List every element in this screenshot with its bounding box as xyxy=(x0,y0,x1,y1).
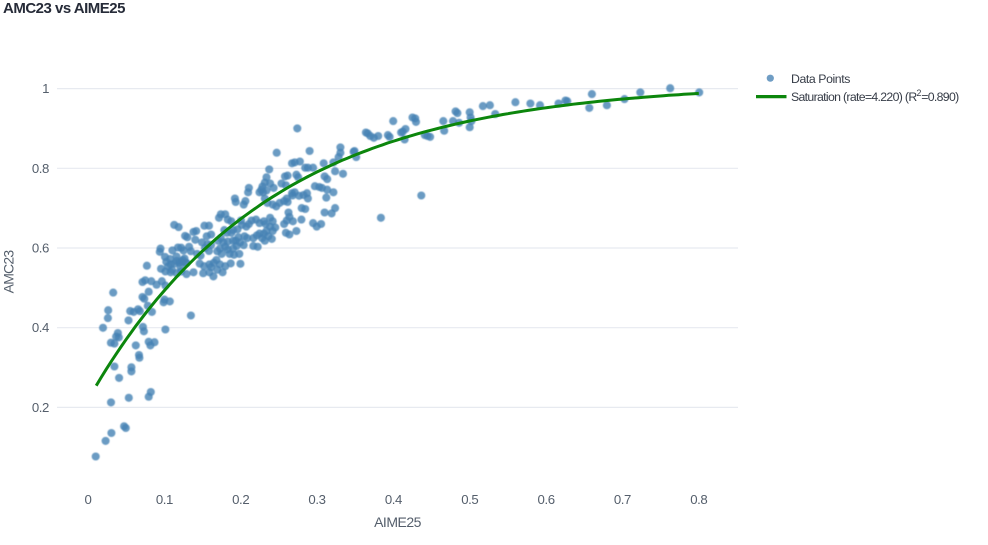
svg-text:0.2: 0.2 xyxy=(232,492,249,507)
svg-text:0.5: 0.5 xyxy=(461,492,478,507)
svg-text:0.4: 0.4 xyxy=(385,492,402,507)
svg-text:0.2: 0.2 xyxy=(32,400,49,415)
svg-text:0.8: 0.8 xyxy=(690,492,707,507)
svg-text:0.3: 0.3 xyxy=(308,492,325,507)
svg-text:AMC23: AMC23 xyxy=(1,250,17,294)
svg-text:Saturation (rate=4.220) (R2=0.: Saturation (rate=4.220) (R2=0.890) xyxy=(791,88,959,104)
svg-text:AMC23 vs AIME25: AMC23 vs AIME25 xyxy=(3,0,125,17)
svg-text:0.7: 0.7 xyxy=(614,492,631,507)
svg-text:0.4: 0.4 xyxy=(32,320,49,335)
svg-text:0.6: 0.6 xyxy=(538,492,555,507)
svg-text:Data Points: Data Points xyxy=(791,72,850,86)
svg-text:1: 1 xyxy=(42,81,49,96)
svg-text:AIME25: AIME25 xyxy=(374,514,422,530)
svg-text:0.6: 0.6 xyxy=(32,241,49,256)
svg-text:0.1: 0.1 xyxy=(156,492,173,507)
svg-text:0.8: 0.8 xyxy=(32,161,49,176)
svg-text:0: 0 xyxy=(85,492,92,507)
